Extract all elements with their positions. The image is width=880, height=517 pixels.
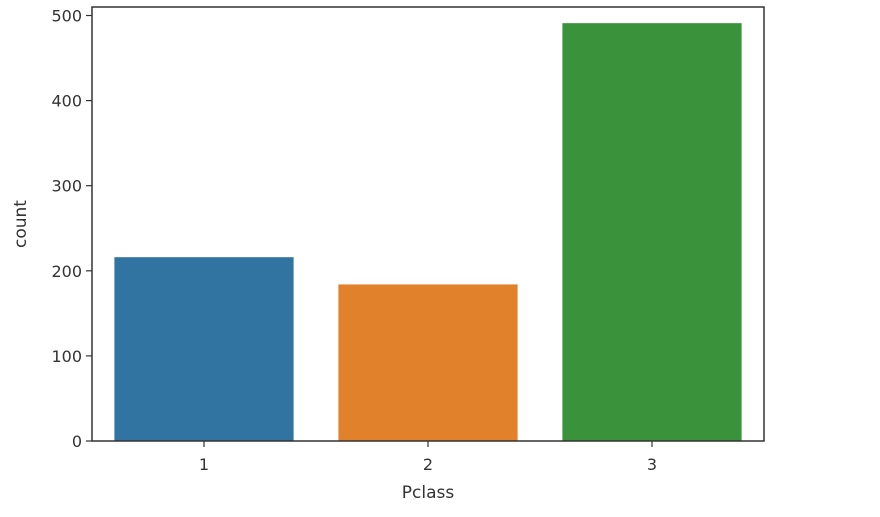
- bar-3: [562, 23, 742, 441]
- y-tick-label-100: 100: [51, 347, 82, 366]
- x-axis-ticks: 1 2 3: [199, 441, 657, 474]
- y-axis-ticks: 0 100 200 300 400 500: [51, 7, 92, 451]
- y-tick-label-300: 300: [51, 177, 82, 196]
- y-axis-label: count: [11, 200, 31, 248]
- y-tick-label-500: 500: [51, 7, 82, 26]
- y-tick-label-0: 0: [72, 432, 82, 451]
- x-axis-label: Pclass: [402, 483, 455, 503]
- bar-2: [338, 284, 518, 441]
- plot-frame: [91, 6, 765, 442]
- y-tick-label-400: 400: [51, 92, 82, 111]
- x-tick-label-2: 2: [423, 455, 433, 474]
- bar-1: [114, 257, 294, 441]
- x-tick-label-3: 3: [647, 455, 657, 474]
- x-tick-label-1: 1: [199, 455, 209, 474]
- bars-group: [114, 23, 742, 441]
- y-tick-label-200: 200: [51, 262, 82, 281]
